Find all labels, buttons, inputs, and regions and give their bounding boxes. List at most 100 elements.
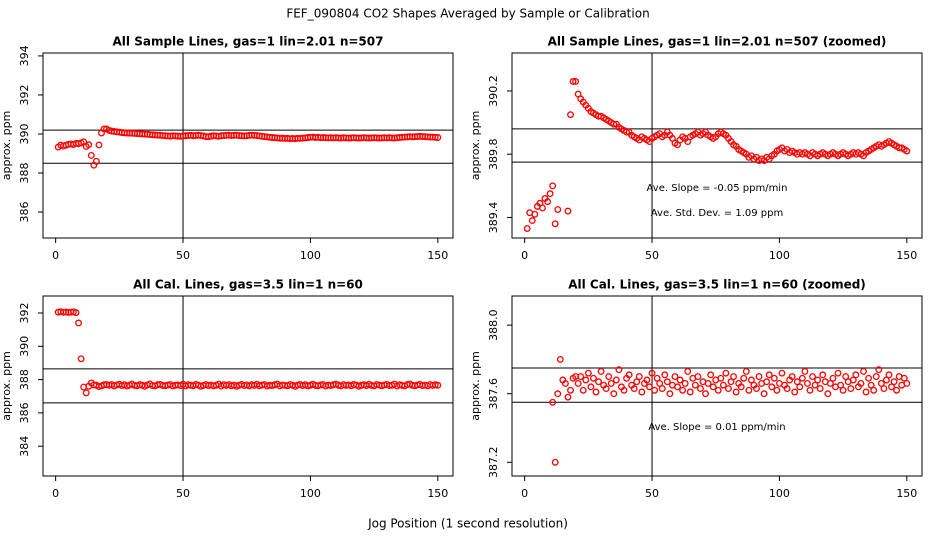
data-point (717, 374, 725, 382)
x-tick-label: 0 (52, 249, 59, 262)
data-point (722, 369, 730, 377)
data-point (434, 134, 442, 141)
data-point (431, 133, 439, 141)
data-point (572, 78, 580, 85)
data-point (546, 190, 554, 198)
data-point (567, 386, 574, 394)
data-point (681, 379, 689, 387)
data-point (686, 388, 694, 396)
data-point (95, 141, 103, 149)
data-point (719, 381, 727, 389)
data-point (564, 207, 572, 215)
x-tick-label: 50 (645, 249, 659, 262)
data-point (77, 355, 85, 363)
data-point (806, 386, 814, 394)
data-point (837, 381, 845, 389)
data-point (842, 373, 850, 381)
data-point (867, 381, 875, 389)
data-point (707, 371, 715, 379)
x-tick-label: 150 (896, 249, 917, 262)
data-point (584, 369, 592, 377)
x-tick-label: 150 (427, 249, 448, 262)
y-axis-label: approx. ppm (0, 111, 13, 181)
x-tick-label: 150 (427, 487, 448, 500)
data-point (880, 385, 888, 393)
data-point (595, 378, 602, 386)
data-point (597, 367, 605, 375)
data-point (796, 383, 804, 391)
data-point (745, 386, 753, 394)
panel: All Cal. Lines, gas=3.5 lin=1 n=60 approx… (0, 278, 454, 500)
data-point (549, 398, 557, 406)
x-tick-label: 0 (52, 487, 59, 500)
data-point (610, 120, 618, 128)
data-point (589, 374, 597, 382)
y-tick-label: 386 (18, 402, 31, 423)
data-point (646, 383, 653, 391)
data-point (569, 78, 577, 85)
panel: All Sample Lines, gas=1 lin=2.01 n=507 (… (469, 35, 923, 262)
data-point (740, 374, 748, 382)
data-point (582, 376, 590, 384)
y-tick-label: 394 (18, 45, 31, 66)
x-axis-label: Jog Position (1 second resolution) (367, 517, 568, 531)
data-point (903, 379, 911, 387)
data-point (730, 373, 738, 381)
plot-frame (511, 295, 923, 477)
data-point (605, 373, 613, 381)
data-point (651, 386, 659, 394)
panel-title: All Sample Lines, gas=1 lin=2.01 n=507 (113, 35, 384, 49)
data-point (798, 374, 806, 382)
y-tick-label: 389.4 (487, 202, 500, 234)
data-point (773, 386, 781, 394)
data-point (839, 386, 847, 394)
data-point (607, 379, 615, 387)
data-point (890, 378, 898, 386)
plot-frame (42, 52, 454, 239)
data-point (549, 182, 557, 190)
data-point (888, 383, 895, 391)
data-point (814, 376, 822, 384)
data-point (554, 390, 562, 398)
y-tick-label: 390 (18, 336, 31, 357)
data-point (811, 381, 819, 389)
panel-title: All Cal. Lines, gas=3.5 lin=1 n=60 (133, 278, 363, 292)
data-point (801, 367, 809, 375)
data-point (900, 374, 908, 382)
data-point (860, 367, 867, 375)
data-point (702, 390, 709, 398)
data-point (763, 378, 771, 386)
data-point (671, 373, 679, 381)
data-point (544, 198, 552, 206)
x-tick-label: 100 (769, 249, 790, 262)
data-point (725, 385, 732, 393)
data-point (523, 225, 531, 232)
y-tick-label: 388 (18, 163, 31, 184)
data-point (870, 386, 878, 394)
data-point (72, 309, 80, 317)
data-point (834, 369, 842, 377)
data-point (653, 374, 661, 382)
y-tick-label: 390.2 (487, 75, 500, 107)
x-tick-label: 100 (769, 487, 790, 500)
data-point (847, 385, 855, 393)
panel-title: All Sample Lines, gas=1 lin=2.01 n=507 (… (548, 35, 887, 49)
data-point (579, 386, 587, 394)
data-point (661, 371, 669, 379)
y-tick-label: 388.0 (487, 309, 500, 341)
data-point (882, 376, 890, 384)
data-point (564, 393, 572, 401)
data-point (824, 390, 832, 398)
data-point (610, 390, 618, 398)
data-point (674, 383, 681, 391)
data-point (643, 376, 651, 384)
data-point (574, 379, 582, 387)
data-point (714, 386, 722, 394)
annotation: Ave. Slope = -0.05 ppm/min (647, 183, 788, 194)
data-point (885, 371, 893, 379)
x-tick-label: 100 (300, 249, 321, 262)
data-point (877, 379, 885, 387)
y-tick-label: 384 (18, 436, 31, 457)
data-point (903, 147, 911, 155)
data-point (747, 376, 755, 384)
